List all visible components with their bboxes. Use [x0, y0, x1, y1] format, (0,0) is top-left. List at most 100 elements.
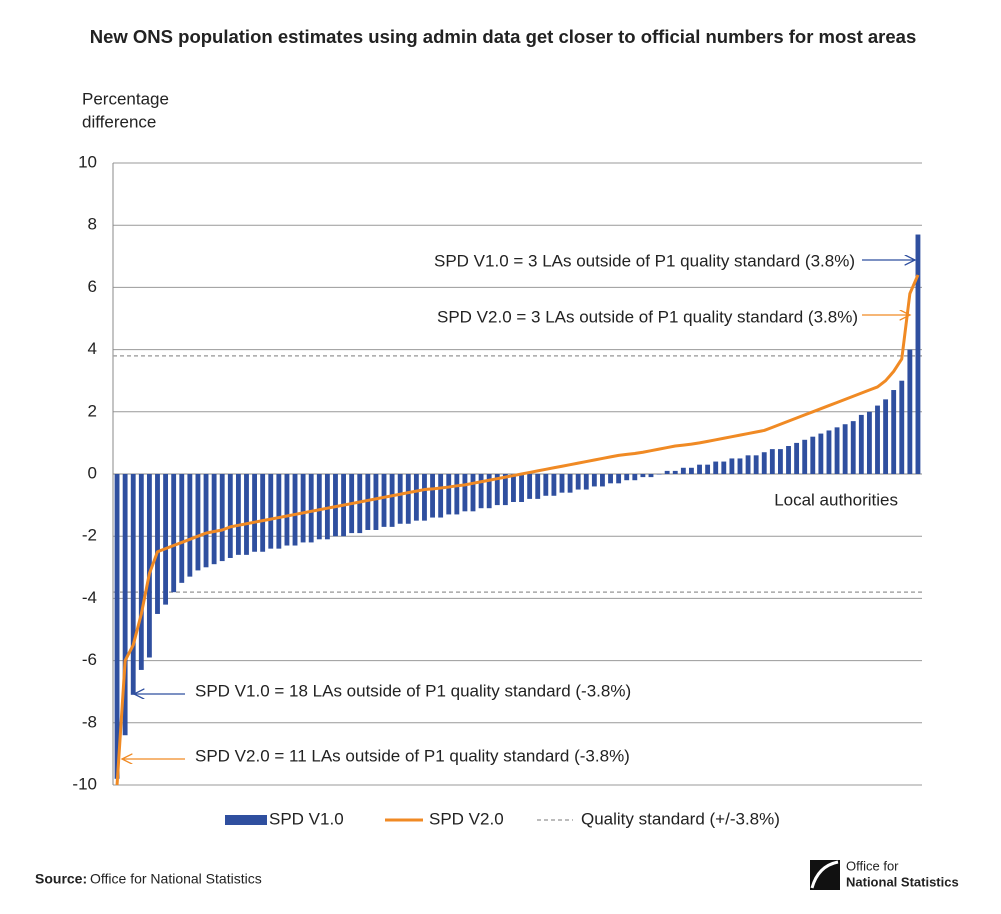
bar	[397, 474, 403, 524]
bar	[422, 474, 427, 521]
legend-label: SPD V2.0	[429, 809, 504, 828]
logo-swoosh	[810, 860, 839, 889]
bar	[365, 474, 371, 530]
bar	[575, 474, 581, 490]
bar	[802, 439, 808, 474]
bar	[640, 474, 646, 478]
y-axis-label: difference	[82, 112, 156, 131]
bar	[203, 474, 209, 568]
bar	[276, 474, 282, 549]
bar	[794, 442, 800, 474]
bar	[753, 455, 759, 474]
bar	[284, 474, 290, 546]
bar	[810, 436, 816, 474]
bar	[866, 411, 872, 474]
bar	[818, 433, 824, 474]
bar	[438, 474, 444, 518]
bar	[405, 474, 411, 524]
bar	[697, 464, 702, 474]
annotation: SPD V1.0 = 3 LAs outside of P1 quality s…	[434, 251, 855, 270]
bar	[680, 467, 686, 474]
bar	[883, 399, 889, 474]
y-tick-label: 8	[88, 215, 97, 234]
bar	[616, 474, 622, 484]
bar	[454, 474, 460, 515]
bar	[211, 474, 217, 565]
bar	[600, 474, 605, 487]
bar	[446, 474, 452, 515]
bar	[559, 474, 565, 493]
bar	[244, 474, 249, 555]
bar	[462, 474, 468, 512]
bar	[527, 474, 533, 499]
bar	[146, 474, 152, 658]
y-tick-label: 10	[78, 152, 97, 171]
logo-text: Office for	[846, 858, 899, 873]
y-tick-label: -2	[82, 526, 97, 545]
bar	[373, 474, 379, 530]
bar	[689, 467, 694, 474]
bar	[333, 474, 338, 537]
bar	[252, 474, 258, 552]
bar	[511, 474, 516, 502]
bar	[171, 474, 177, 593]
bar	[187, 474, 193, 577]
bar	[260, 474, 266, 552]
bar	[769, 449, 775, 474]
bar	[624, 474, 630, 481]
bar	[502, 474, 508, 506]
bar	[850, 421, 856, 474]
bar	[494, 474, 500, 506]
bar	[608, 474, 613, 484]
bar	[381, 474, 387, 527]
bar	[713, 461, 719, 474]
bar	[357, 474, 363, 534]
annotation: SPD V2.0 = 3 LAs outside of P1 quality s…	[437, 307, 858, 326]
logo: Office for National Statistics	[810, 858, 959, 890]
bar	[430, 474, 435, 518]
y-tick-label: 0	[88, 463, 97, 482]
y-tick-label: -6	[82, 650, 97, 669]
bar	[308, 474, 314, 543]
bar	[389, 474, 395, 527]
bar	[219, 474, 225, 562]
source-label: Source:	[35, 871, 87, 887]
bar	[138, 474, 144, 670]
bar	[875, 405, 880, 474]
bar	[648, 474, 654, 478]
bar	[842, 424, 848, 474]
bar	[858, 414, 864, 474]
y-tick-label: -8	[82, 712, 97, 731]
bar	[163, 474, 169, 605]
bar	[155, 474, 160, 614]
y-tick-label: -10	[72, 774, 97, 793]
bar	[632, 474, 638, 481]
y-tick-label: -4	[82, 588, 97, 607]
bar	[777, 449, 783, 474]
legend-label: Quality standard (+/-3.8%)	[581, 809, 780, 828]
source-text: Office for National Statistics	[90, 871, 262, 887]
bar	[729, 458, 735, 474]
bar	[179, 474, 185, 583]
bar	[664, 470, 670, 474]
bar	[292, 474, 298, 546]
bar	[470, 474, 476, 512]
bar	[583, 474, 589, 490]
bar	[826, 430, 832, 474]
bar	[122, 474, 128, 736]
bar	[656, 474, 662, 475]
bar	[486, 474, 492, 509]
bar	[227, 474, 233, 558]
bar	[591, 474, 597, 487]
bar	[737, 458, 743, 474]
bar	[567, 474, 573, 493]
bar	[543, 474, 549, 496]
bar	[915, 234, 921, 474]
bar	[705, 464, 711, 474]
bar	[413, 474, 419, 521]
chart-title: New ONS population estimates using admin…	[90, 26, 917, 47]
bar	[551, 474, 557, 496]
y-tick-label: 6	[88, 277, 97, 296]
bar	[519, 474, 524, 502]
